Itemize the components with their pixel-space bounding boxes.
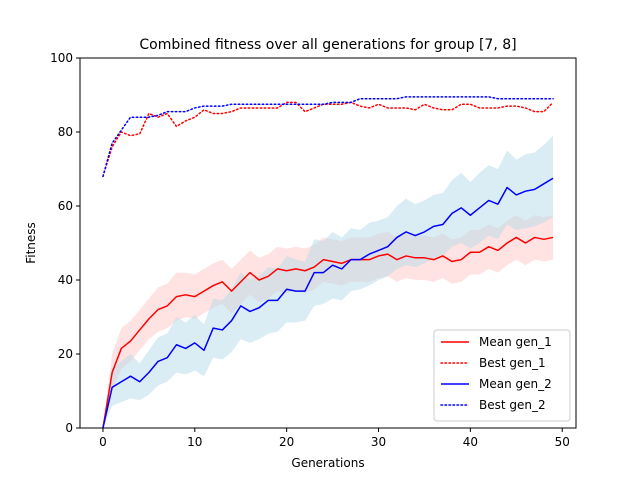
confidence-bands: [102, 135, 554, 428]
series-line-mean-gen-1: [102, 236, 554, 429]
x-tick-label: 30: [371, 435, 386, 449]
series-line-best-gen-2: [102, 96, 554, 178]
x-tick-label: 50: [555, 435, 570, 449]
series-line-best-gen-1: [102, 101, 554, 178]
legend: Mean gen_1 Best gen_1 Mean gen_2 Best gen_2: [433, 329, 571, 422]
y-tick-label: 100: [50, 51, 73, 65]
y-tick-label: 20: [58, 347, 73, 361]
legend-label: Best gen_1: [479, 356, 546, 370]
x-axis-ticks: 0 10 20 30 40 50: [99, 428, 570, 449]
legend-box: [433, 329, 571, 422]
y-tick-label: 0: [65, 421, 73, 435]
chart-title: Combined fitness over all generations fo…: [139, 37, 516, 53]
x-axis-label: Generations: [291, 456, 364, 470]
series-line-mean-gen-2: [102, 177, 554, 429]
plot-frame: [79, 57, 577, 429]
y-tick-label: 80: [58, 125, 73, 139]
band-mean-gen-1: [102, 215, 554, 428]
legend-label: Mean gen_1: [479, 335, 552, 349]
x-tick-label: 40: [463, 435, 478, 449]
y-axis-label: Fitness: [24, 222, 38, 264]
x-tick-label: 20: [279, 435, 294, 449]
y-tick-label: 40: [58, 273, 73, 287]
band-mean-gen-2: [102, 135, 554, 428]
x-tick-label: 0: [99, 435, 107, 449]
y-axis-ticks: 0 20 40 60 80 100: [50, 51, 80, 435]
legend-label: Best gen_2: [479, 398, 546, 412]
y-tick-label: 60: [58, 199, 73, 213]
series-lines: [102, 96, 554, 429]
x-tick-label: 10: [187, 435, 202, 449]
legend-label: Mean gen_2: [479, 377, 552, 391]
